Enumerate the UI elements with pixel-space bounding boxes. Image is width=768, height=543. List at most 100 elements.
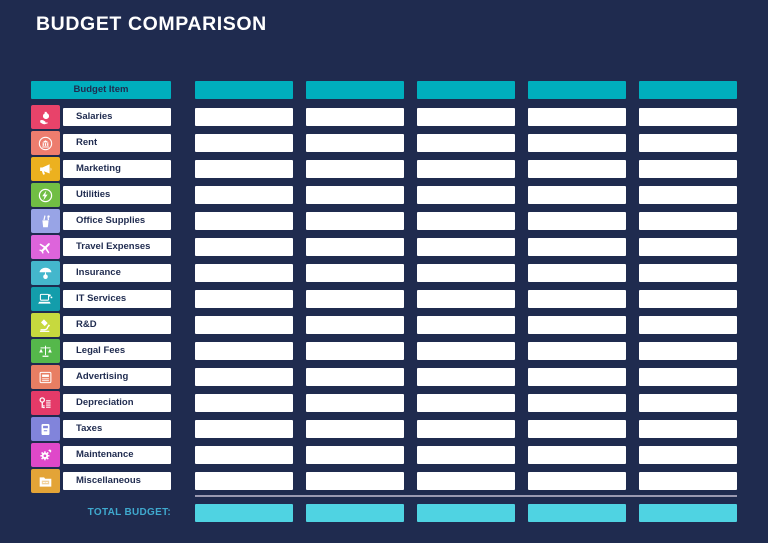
value-cell[interactable] (639, 238, 737, 256)
budget-row-utilities: Utilities (31, 182, 737, 208)
value-cell[interactable] (528, 238, 626, 256)
value-cell[interactable] (306, 394, 404, 412)
value-cell[interactable] (417, 472, 515, 490)
value-cell[interactable] (639, 394, 737, 412)
total-cell[interactable] (195, 504, 293, 522)
value-cell[interactable] (195, 160, 293, 178)
value-cell[interactable] (195, 368, 293, 386)
total-budget-row: TOTAL BUDGET: (31, 504, 737, 522)
value-cell[interactable] (195, 342, 293, 360)
value-cell[interactable] (306, 238, 404, 256)
value-cell[interactable] (528, 134, 626, 152)
bank-building-icon (31, 131, 60, 155)
lightning-icon (31, 183, 60, 207)
value-cell[interactable] (306, 134, 404, 152)
value-cell[interactable] (639, 160, 737, 178)
value-cell[interactable] (306, 420, 404, 438)
budget-item-label: IT Services (63, 290, 171, 308)
value-cell[interactable] (417, 368, 515, 386)
value-cell[interactable] (306, 108, 404, 126)
value-cell[interactable] (639, 264, 737, 282)
value-cell[interactable] (528, 472, 626, 490)
value-cell[interactable] (306, 446, 404, 464)
value-cell[interactable] (195, 134, 293, 152)
value-cell[interactable] (195, 316, 293, 334)
value-cell[interactable] (528, 446, 626, 464)
value-cell[interactable] (195, 472, 293, 490)
value-cell[interactable] (528, 108, 626, 126)
value-cell[interactable] (306, 316, 404, 334)
gear-wrench-icon (31, 443, 60, 467)
value-cell[interactable] (195, 238, 293, 256)
value-cell[interactable] (195, 290, 293, 308)
value-cell[interactable] (417, 212, 515, 230)
budget-row-rent: Rent (31, 130, 737, 156)
value-cell[interactable] (528, 316, 626, 334)
value-cell[interactable] (528, 212, 626, 230)
value-cell[interactable] (195, 186, 293, 204)
budget-row-legal-fees: Legal Fees (31, 338, 737, 364)
budget-row-insurance: Insurance (31, 260, 737, 286)
value-cell[interactable] (417, 342, 515, 360)
value-cell[interactable] (528, 160, 626, 178)
budget-item-label: R&D (63, 316, 171, 334)
value-cell[interactable] (528, 420, 626, 438)
table-header-row: Budget Item (31, 81, 737, 99)
value-cell[interactable] (639, 212, 737, 230)
value-cell[interactable] (306, 368, 404, 386)
value-cell[interactable] (639, 290, 737, 308)
budget-item-label: Advertising (63, 368, 171, 386)
total-cell[interactable] (306, 504, 404, 522)
column-header-cell (417, 81, 515, 99)
column-header-cell (195, 81, 293, 99)
value-cell[interactable] (639, 446, 737, 464)
value-cell[interactable] (639, 316, 737, 334)
budget-item-label: Insurance (63, 264, 171, 282)
value-cell[interactable] (639, 472, 737, 490)
calculator-icon (31, 417, 60, 441)
value-cell[interactable] (639, 368, 737, 386)
value-cell[interactable] (195, 446, 293, 464)
value-cell[interactable] (417, 264, 515, 282)
value-cell[interactable] (306, 212, 404, 230)
value-cell[interactable] (195, 264, 293, 282)
value-cell[interactable] (306, 472, 404, 490)
value-cell[interactable] (195, 420, 293, 438)
value-cell[interactable] (195, 394, 293, 412)
value-cell[interactable] (306, 290, 404, 308)
value-cell[interactable] (417, 290, 515, 308)
value-cell[interactable] (417, 186, 515, 204)
value-cell[interactable] (417, 394, 515, 412)
value-cell[interactable] (417, 134, 515, 152)
laptop-icon (31, 287, 60, 311)
value-cell[interactable] (528, 264, 626, 282)
value-cell[interactable] (639, 108, 737, 126)
budget-item-label: Maintenance (63, 446, 171, 464)
value-cell[interactable] (528, 342, 626, 360)
value-cell[interactable] (417, 238, 515, 256)
budget-item-label: Taxes (63, 420, 171, 438)
total-cell[interactable] (417, 504, 515, 522)
total-cell[interactable] (639, 504, 737, 522)
value-cell[interactable] (528, 394, 626, 412)
value-cell[interactable] (639, 420, 737, 438)
value-cell[interactable] (639, 186, 737, 204)
value-cell[interactable] (528, 368, 626, 386)
total-cell[interactable] (528, 504, 626, 522)
value-cell[interactable] (417, 420, 515, 438)
value-cell[interactable] (306, 160, 404, 178)
value-cell[interactable] (306, 264, 404, 282)
value-cell[interactable] (306, 186, 404, 204)
value-cell[interactable] (639, 342, 737, 360)
value-cell[interactable] (195, 212, 293, 230)
value-cell[interactable] (306, 342, 404, 360)
value-cell[interactable] (528, 290, 626, 308)
budget-row-miscellaneous: Miscellaneous (31, 468, 737, 494)
value-cell[interactable] (639, 134, 737, 152)
value-cell[interactable] (417, 316, 515, 334)
value-cell[interactable] (417, 108, 515, 126)
value-cell[interactable] (417, 446, 515, 464)
value-cell[interactable] (417, 160, 515, 178)
value-cell[interactable] (195, 108, 293, 126)
value-cell[interactable] (528, 186, 626, 204)
